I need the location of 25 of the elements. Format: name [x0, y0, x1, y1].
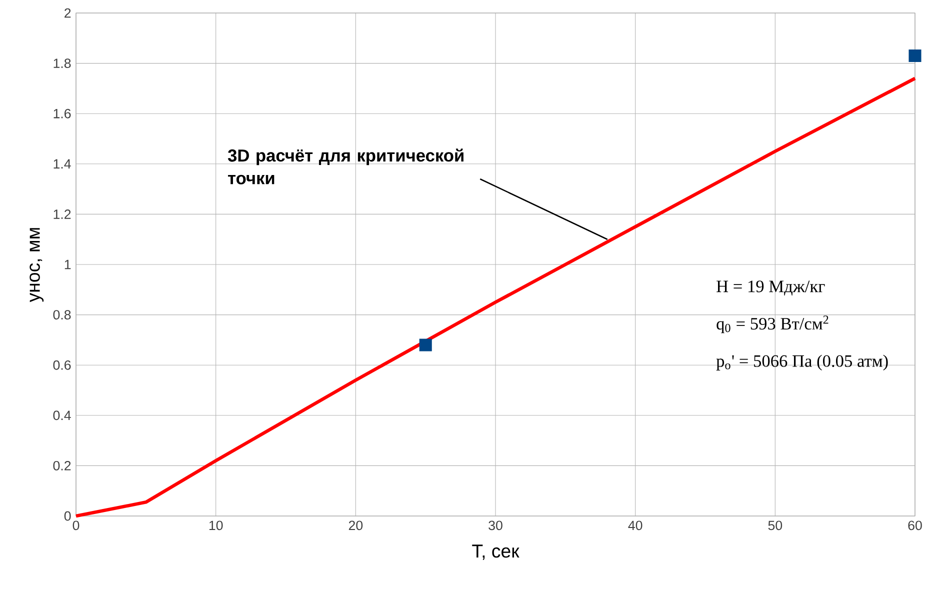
y-tick-label: 1	[64, 260, 71, 270]
x-tick-label: 10	[209, 520, 223, 530]
y-tick-label: 1.4	[54, 159, 71, 168]
x-tick-label: 30	[488, 520, 502, 530]
x-axis-title: T, сек	[472, 544, 520, 560]
annotation: q$_{0}$ = 593 Вт/см$^{2}$	[716, 316, 828, 334]
y-tick-label: 0.2	[53, 460, 71, 470]
x-tick-label: 60	[908, 520, 922, 530]
x-tick-label: 40	[628, 520, 642, 530]
line-series	[74, 76, 917, 518]
y-tick-label: 1.8	[54, 58, 71, 68]
x-tick-label: 50	[768, 520, 782, 530]
y-axis-title: унос, мм	[30, 228, 44, 302]
y-tick-label: 1.2	[54, 210, 71, 219]
x-tick-label: 0	[72, 520, 80, 530]
y-tick-label: 0.8	[53, 310, 71, 320]
y-tick-label: 0.6	[53, 360, 71, 370]
y-tick-label: 0	[64, 511, 71, 521]
annotation: H = 19 Мдж/кг	[716, 280, 825, 296]
annotation: 3D расчёт для критической точки	[228, 148, 464, 184]
annotation: p$_{o}$' = 5066 Па (0.05 атм)	[716, 354, 888, 370]
x-tick-label: 20	[348, 520, 363, 530]
y-tick-label: 1.6	[54, 108, 71, 118]
y-tick-label: 0.4	[53, 410, 71, 420]
y-tick-label: 2	[64, 8, 71, 18]
